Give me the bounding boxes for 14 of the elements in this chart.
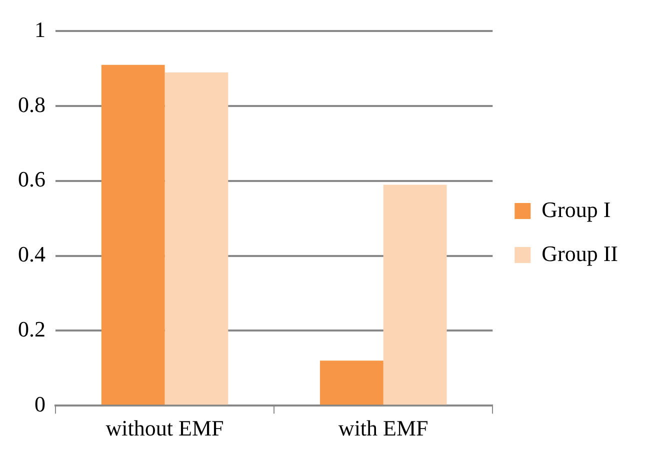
bar — [320, 360, 384, 405]
y-tick-label: 1 — [34, 16, 46, 42]
y-tick-label: 0.8 — [18, 92, 46, 117]
x-tick-label: without EMF — [106, 416, 224, 441]
legend-label: Group I — [542, 196, 611, 222]
x-tick-label: with EMF — [338, 416, 428, 441]
y-tick-label: 0.4 — [18, 242, 46, 267]
bar — [383, 184, 447, 405]
bar — [164, 72, 228, 405]
legend-label: Group II — [542, 240, 618, 266]
y-tick-label: 0 — [34, 391, 46, 416]
bar — [101, 64, 165, 405]
y-tick-label: 0.2 — [18, 316, 46, 342]
y-tick-label: 0.6 — [18, 166, 46, 192]
